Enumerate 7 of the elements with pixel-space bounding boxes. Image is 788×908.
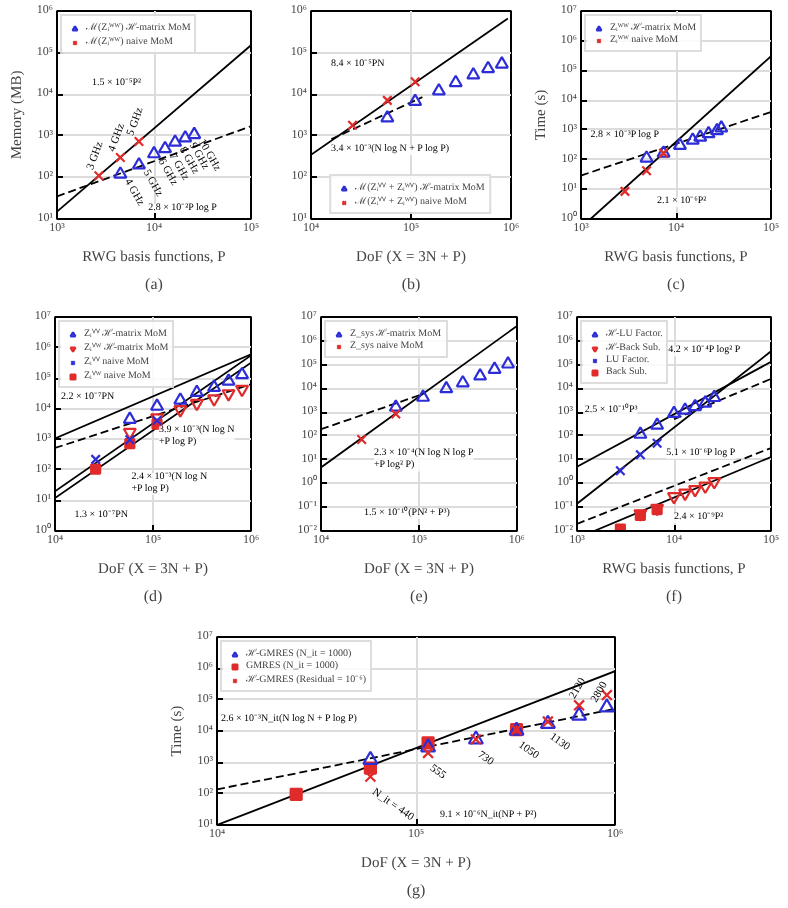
text: (e) xyxy=(410,587,429,605)
text: (d) xyxy=(143,587,163,605)
text: (c) xyxy=(667,275,686,293)
text: (g) xyxy=(406,881,426,899)
text: (a) xyxy=(145,275,164,293)
text: (b) xyxy=(401,275,421,293)
text: (f) xyxy=(666,587,683,605)
